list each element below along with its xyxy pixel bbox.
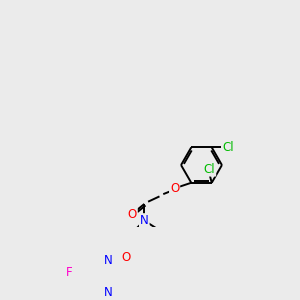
Text: F: F [66,266,73,279]
Text: N: N [140,214,149,227]
Text: Cl: Cl [204,163,215,176]
Text: N: N [104,254,113,267]
Text: N: N [104,286,113,299]
Text: Cl: Cl [223,141,234,154]
Text: O: O [170,182,179,195]
Text: O: O [128,208,137,221]
Text: O: O [122,251,131,264]
